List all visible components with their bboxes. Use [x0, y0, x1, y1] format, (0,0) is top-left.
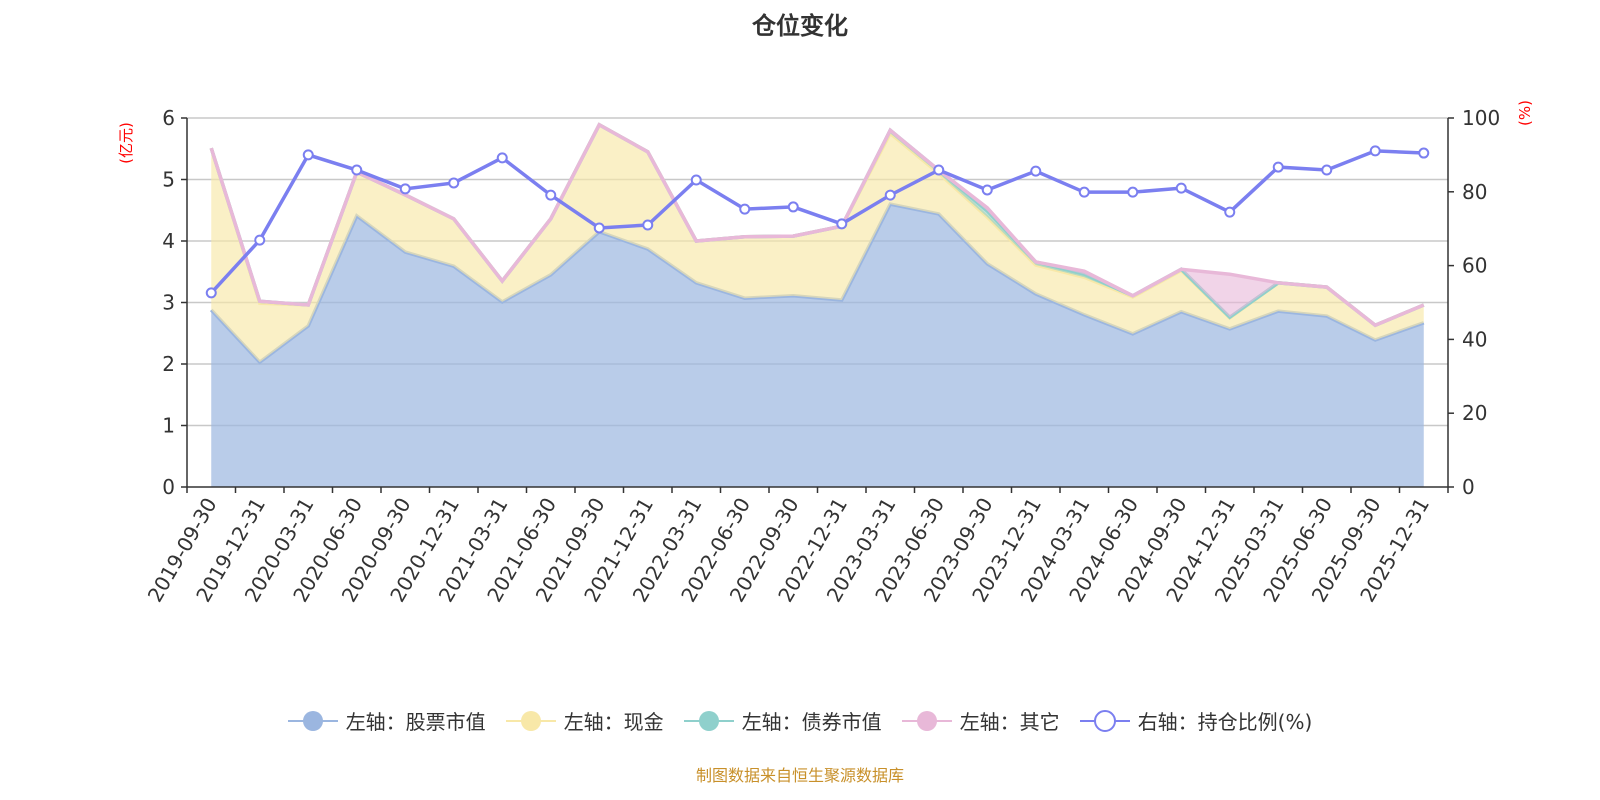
ratio-point: [1272, 161, 1284, 173]
ratio-point: [448, 177, 460, 189]
ratio-point: [933, 164, 945, 176]
legend-marker-icon: [683, 710, 734, 731]
ratio-point: [1224, 206, 1236, 218]
ratio-point: [254, 234, 266, 246]
left-tick-label: 6: [162, 106, 175, 130]
ratio-point: [1369, 145, 1381, 157]
legend-marker-icon: [505, 710, 556, 731]
ratio-point: [496, 152, 508, 164]
left-tick-label: 0: [162, 475, 175, 499]
legend-label: 右轴：持仓比例(%): [1137, 710, 1313, 734]
legend-label: 左轴：股票市值: [345, 710, 486, 734]
ratio-point: [981, 184, 993, 196]
ratio-point: [1030, 165, 1042, 177]
ratio-point: [302, 149, 314, 161]
ratio-point: [642, 219, 654, 231]
area-series-1: [211, 124, 1424, 363]
ratio-point: [836, 218, 848, 230]
right-tick-label: 20: [1462, 401, 1487, 425]
left-tick-label: 5: [162, 168, 175, 192]
ratio-point: [1078, 186, 1090, 198]
ratio-point: [593, 222, 605, 234]
ratio-point: [739, 203, 751, 215]
right-axis-unit: (%): [1516, 100, 1534, 126]
ratio-point: [884, 189, 896, 201]
ratio-line: [209, 149, 1424, 295]
right-tick-label: 40: [1462, 327, 1487, 351]
ratio-point: [1175, 182, 1187, 194]
ratio-point: [1127, 186, 1139, 198]
left-tick-label: 1: [162, 414, 175, 438]
legend-marker-icon: [1079, 709, 1130, 732]
right-tick-label: 60: [1462, 254, 1487, 278]
ratio-point: [690, 174, 702, 186]
legend-item[interactable]: 右轴：持仓比例(%): [1079, 706, 1313, 735]
ratio-point: [1418, 147, 1430, 159]
legend-marker-icon: [901, 710, 952, 731]
legend: 左轴：股票市值 左轴：现金 左轴：债券市值 左轴：其它 右轴：持仓比例(%): [0, 706, 1600, 735]
left-tick-label: 4: [162, 229, 175, 253]
ratio-point: [351, 164, 363, 176]
left-axis-unit: (亿元): [117, 122, 135, 164]
ratio-point: [545, 189, 557, 201]
ratio-point: [399, 183, 411, 195]
ratio-point: [787, 201, 799, 213]
legend-item[interactable]: 左轴：现金: [505, 706, 664, 735]
legend-marker-icon: [287, 710, 338, 731]
right-tick-label: 80: [1462, 180, 1487, 204]
right-tick-label: 0: [1462, 475, 1475, 499]
area-line-series-3: [209, 122, 1425, 328]
left-tick-label: 3: [162, 291, 175, 315]
legend-label: 左轴：现金: [563, 710, 664, 734]
ratio-point: [1321, 164, 1333, 176]
legend-label: 左轴：其它: [959, 710, 1060, 734]
source-note: 制图数据来自恒生聚源数据库: [695, 766, 904, 785]
legend-item[interactable]: 左轴：股票市值: [287, 706, 486, 735]
legend-item[interactable]: 左轴：债券市值: [683, 706, 882, 735]
left-tick-label: 2: [162, 352, 175, 376]
legend-item[interactable]: 左轴：其它: [901, 706, 1060, 735]
legend-label: 左轴：债券市值: [741, 710, 882, 734]
area-series-0: [211, 204, 1424, 487]
ratio-point: [205, 287, 217, 299]
chart-title: 仓位变化: [752, 12, 848, 40]
right-tick-label: 100: [1462, 106, 1500, 130]
